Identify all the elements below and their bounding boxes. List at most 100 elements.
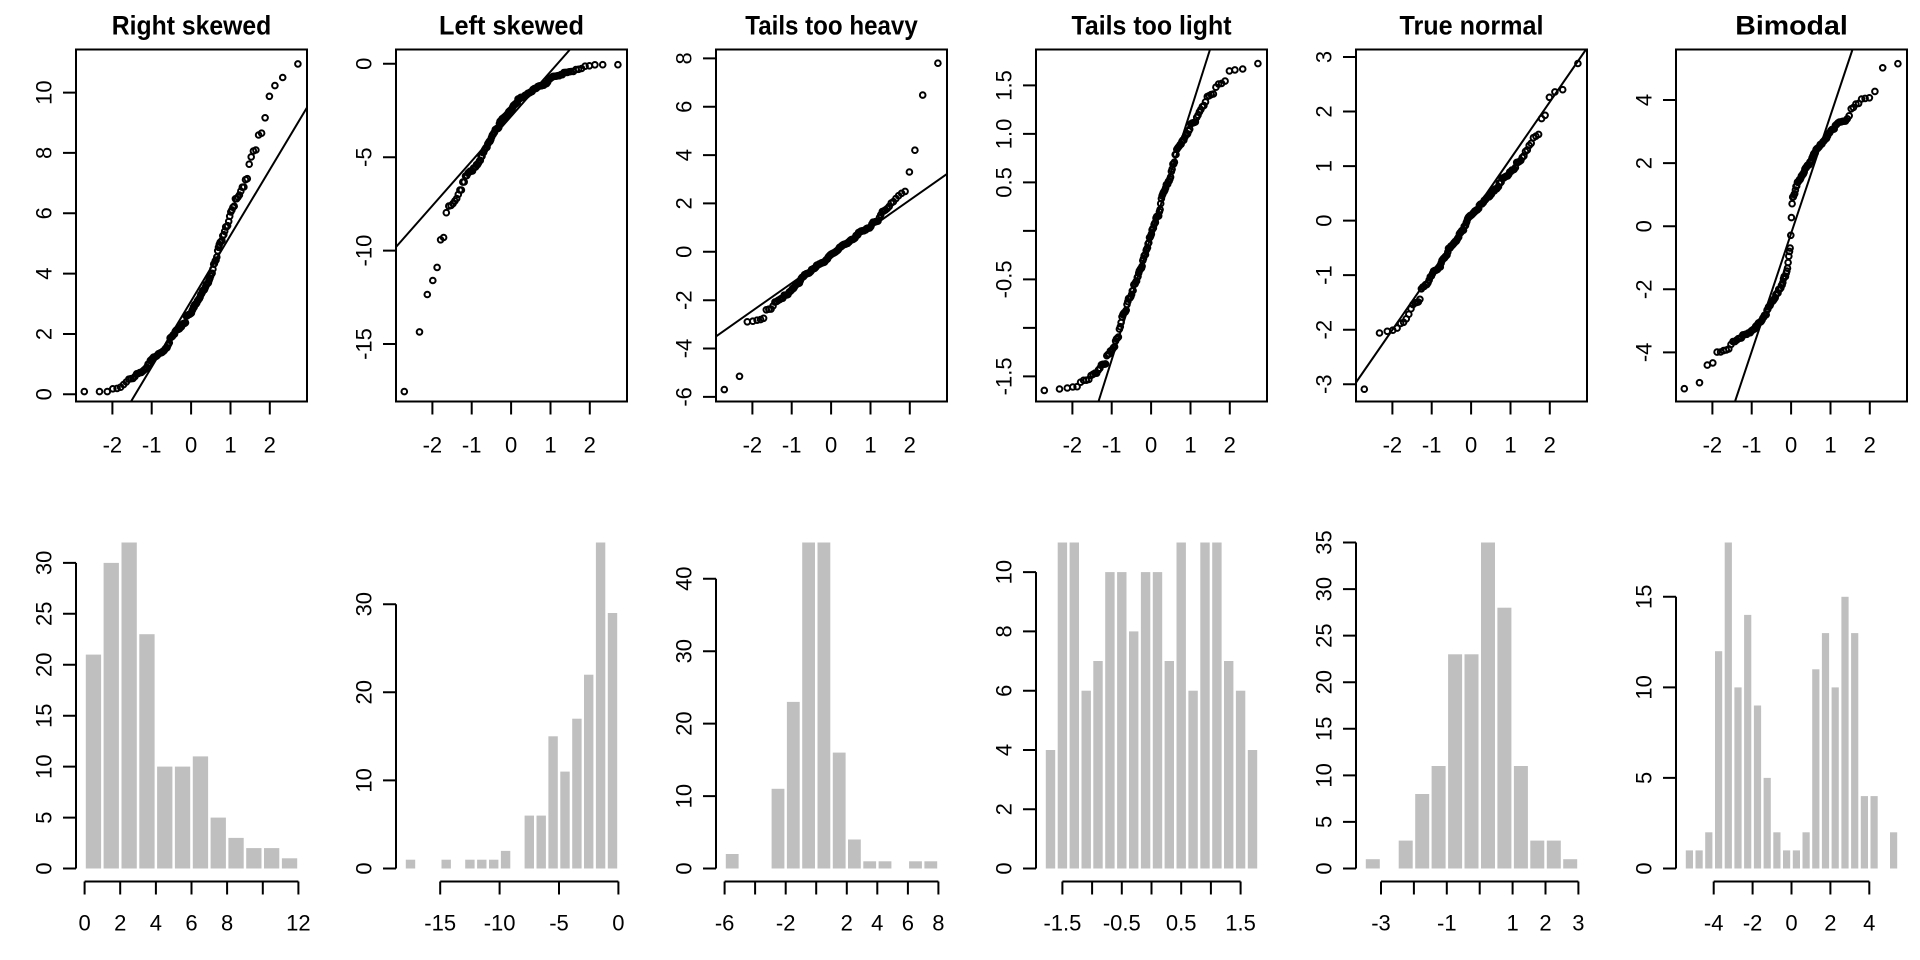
svg-text:-5: -5	[352, 147, 377, 167]
svg-text:5: 5	[32, 811, 57, 823]
svg-text:2: 2	[672, 197, 697, 209]
svg-text:-15: -15	[352, 328, 377, 360]
svg-text:15: 15	[32, 703, 57, 727]
svg-text:2: 2	[1539, 911, 1551, 936]
svg-text:-2: -2	[1312, 320, 1337, 340]
svg-text:0: 0	[1312, 862, 1337, 874]
svg-text:-2: -2	[1743, 911, 1763, 936]
svg-text:6: 6	[185, 911, 197, 936]
svg-text:1: 1	[1184, 433, 1196, 458]
svg-text:0: 0	[672, 862, 697, 874]
svg-text:4: 4	[1863, 911, 1875, 936]
svg-text:2: 2	[904, 433, 916, 458]
svg-text:0: 0	[1632, 220, 1657, 232]
svg-text:-2: -2	[1703, 433, 1723, 458]
svg-text:1: 1	[864, 433, 876, 458]
svg-text:2: 2	[584, 433, 596, 458]
svg-text:10: 10	[32, 80, 57, 104]
svg-text:8: 8	[221, 911, 233, 936]
svg-text:40: 40	[672, 566, 697, 590]
svg-text:2: 2	[841, 911, 853, 936]
svg-text:0: 0	[32, 862, 57, 874]
svg-text:0: 0	[1312, 214, 1337, 226]
svg-text:0: 0	[992, 862, 1017, 874]
svg-text:20: 20	[352, 680, 377, 704]
svg-text:2: 2	[1312, 105, 1337, 117]
svg-text:15: 15	[1312, 717, 1337, 741]
svg-text:Left skewed: Left skewed	[439, 11, 584, 41]
svg-text:4: 4	[1632, 94, 1657, 106]
svg-text:1: 1	[1312, 160, 1337, 172]
svg-text:0: 0	[825, 433, 837, 458]
svg-text:-2: -2	[1063, 433, 1083, 458]
svg-text:1: 1	[1824, 433, 1836, 458]
svg-text:5: 5	[1632, 772, 1657, 784]
svg-text:4: 4	[672, 149, 697, 161]
svg-text:0: 0	[1785, 433, 1797, 458]
svg-text:2: 2	[1632, 157, 1657, 169]
svg-text:0: 0	[1785, 911, 1797, 936]
svg-text:1.5: 1.5	[992, 70, 1017, 101]
svg-text:-1.5: -1.5	[1043, 911, 1081, 936]
svg-text:-1: -1	[1422, 433, 1442, 458]
svg-text:4: 4	[150, 911, 162, 936]
svg-text:8: 8	[932, 911, 944, 936]
svg-text:0: 0	[32, 388, 57, 400]
svg-text:12: 12	[286, 911, 310, 936]
svg-text:8: 8	[672, 52, 697, 64]
svg-text:20: 20	[672, 711, 697, 735]
svg-text:2: 2	[32, 328, 57, 340]
svg-text:-0.5: -0.5	[992, 260, 1017, 298]
svg-text:-2: -2	[672, 290, 697, 310]
svg-text:-10: -10	[484, 911, 516, 936]
svg-text:-4: -4	[1704, 911, 1724, 936]
svg-text:2: 2	[1864, 433, 1876, 458]
svg-text:-1: -1	[1437, 911, 1457, 936]
svg-text:-6: -6	[672, 387, 697, 407]
svg-text:35: 35	[1312, 530, 1337, 554]
svg-text:0: 0	[505, 433, 517, 458]
svg-text:5: 5	[1312, 816, 1337, 828]
svg-text:0: 0	[1632, 862, 1657, 874]
svg-text:25: 25	[1312, 623, 1337, 647]
svg-text:8: 8	[32, 147, 57, 159]
svg-text:4: 4	[992, 744, 1017, 756]
svg-text:1: 1	[1504, 433, 1516, 458]
svg-text:-0.5: -0.5	[1103, 911, 1141, 936]
svg-text:4: 4	[871, 911, 883, 936]
svg-text:6: 6	[32, 207, 57, 219]
svg-text:30: 30	[32, 551, 57, 575]
svg-text:0: 0	[672, 246, 697, 258]
svg-text:0: 0	[1465, 433, 1477, 458]
svg-text:2: 2	[992, 803, 1017, 815]
svg-text:30: 30	[352, 592, 377, 616]
svg-text:Bimodal: Bimodal	[1735, 11, 1848, 41]
svg-text:2: 2	[1824, 911, 1836, 936]
svg-text:0: 0	[352, 58, 377, 70]
svg-text:0: 0	[612, 911, 624, 936]
svg-text:0.5: 0.5	[1166, 911, 1197, 936]
svg-text:10: 10	[1632, 675, 1657, 699]
svg-text:0: 0	[352, 862, 377, 874]
svg-text:2: 2	[114, 911, 126, 936]
svg-text:6: 6	[672, 101, 697, 113]
svg-text:4: 4	[32, 267, 57, 279]
svg-text:30: 30	[672, 639, 697, 663]
svg-text:10: 10	[1312, 763, 1337, 787]
svg-text:10: 10	[32, 754, 57, 778]
svg-text:30: 30	[1312, 577, 1337, 601]
svg-text:1: 1	[224, 433, 236, 458]
svg-text:3: 3	[1312, 51, 1337, 63]
svg-text:1: 1	[1506, 911, 1518, 936]
svg-text:2: 2	[1544, 433, 1556, 458]
svg-text:10: 10	[992, 560, 1017, 584]
svg-text:20: 20	[1312, 670, 1337, 694]
svg-text:1.5: 1.5	[1225, 911, 1256, 936]
svg-text:True normal: True normal	[1400, 11, 1544, 41]
svg-text:1.0: 1.0	[992, 119, 1017, 150]
svg-text:15: 15	[1632, 585, 1657, 609]
svg-text:10: 10	[352, 768, 377, 792]
svg-text:-2: -2	[1632, 280, 1657, 300]
svg-text:-1: -1	[1312, 265, 1337, 285]
svg-text:-15: -15	[424, 911, 456, 936]
